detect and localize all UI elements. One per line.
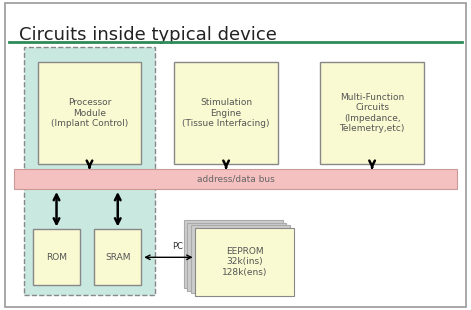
- FancyBboxPatch shape: [184, 220, 283, 288]
- FancyBboxPatch shape: [5, 3, 466, 307]
- Text: address/data bus: address/data bus: [196, 175, 275, 184]
- FancyBboxPatch shape: [320, 62, 424, 164]
- Text: Multi-Function
Circuits
(Impedance,
Telemetry,etc): Multi-Function Circuits (Impedance, Tele…: [340, 93, 405, 133]
- Text: Circuits inside typical device: Circuits inside typical device: [19, 26, 277, 44]
- FancyBboxPatch shape: [14, 169, 457, 189]
- FancyBboxPatch shape: [174, 62, 278, 164]
- Text: Stimulation
Engine
(Tissue Interfacing): Stimulation Engine (Tissue Interfacing): [182, 98, 270, 128]
- FancyBboxPatch shape: [187, 223, 286, 291]
- FancyBboxPatch shape: [24, 46, 155, 294]
- Text: PC: PC: [172, 242, 183, 251]
- Text: ROM: ROM: [46, 253, 67, 262]
- Text: Processor
Module
(Implant Control): Processor Module (Implant Control): [51, 98, 128, 128]
- FancyBboxPatch shape: [94, 229, 141, 285]
- FancyBboxPatch shape: [38, 62, 141, 164]
- Text: SRAM: SRAM: [105, 253, 130, 262]
- FancyBboxPatch shape: [33, 229, 80, 285]
- Text: EEPROM
32k(ins)
128k(ens): EEPROM 32k(ins) 128k(ens): [222, 247, 268, 277]
- FancyBboxPatch shape: [195, 228, 294, 296]
- FancyBboxPatch shape: [191, 225, 290, 293]
